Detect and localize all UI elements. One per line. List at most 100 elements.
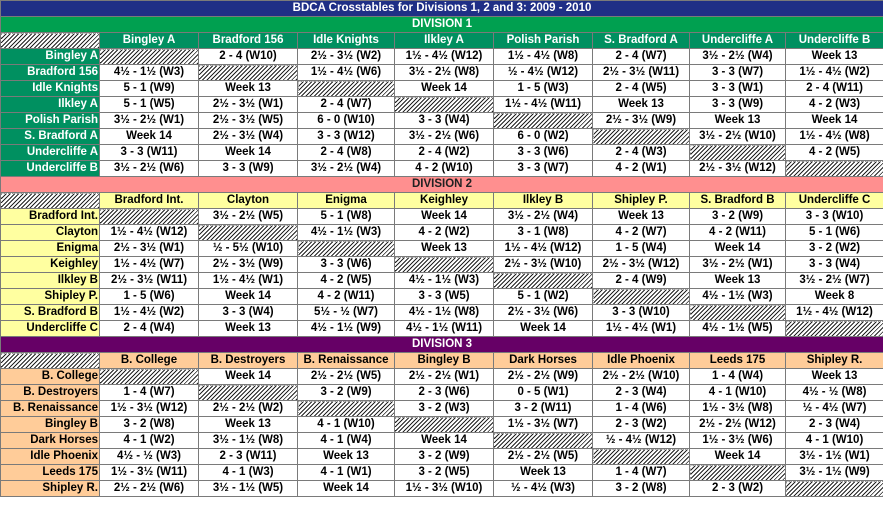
column-header: Dark Horses	[493, 352, 593, 369]
self-match-cell	[493, 432, 593, 449]
result-cell: 4 - 2 (W11)	[297, 288, 395, 305]
row-header: Bingley A	[0, 48, 100, 65]
result-cell: Week 14	[394, 80, 494, 97]
result-cell: 2 - 3 (W4)	[592, 384, 690, 401]
result-cell: 2½ - 3½ (W11)	[592, 64, 690, 81]
result-cell: Week 13	[198, 416, 298, 433]
result-cell: 1½ - 4½ (W12)	[99, 224, 199, 241]
column-header: Bradford 156	[198, 32, 298, 49]
result-cell: 3 - 2 (W9)	[394, 448, 494, 465]
self-match-cell	[689, 144, 786, 161]
result-cell: 4 - 2 (W11)	[689, 224, 786, 241]
result-cell: 1 - 5 (W6)	[99, 288, 199, 305]
result-cell: 6 - 0 (W2)	[493, 128, 593, 145]
self-match-cell	[784, 160, 883, 177]
result-cell: Week 13	[689, 112, 786, 129]
corner-cell	[0, 192, 100, 209]
table-row: Undercliffe B 3½ - 2½ (W6) 3 - 3 (W9) 3½ - …	[0, 160, 883, 177]
column-header: Clayton	[198, 192, 298, 209]
self-match-cell	[198, 224, 298, 241]
result-cell: 1½ - 4½ (W12)	[493, 240, 593, 257]
result-cell: 3 - 2 (W9)	[297, 384, 395, 401]
column-header: Idle Phoenix	[592, 352, 690, 369]
self-match-cell	[689, 464, 786, 481]
division-header: DIVISION 3	[0, 336, 883, 353]
result-cell: 2 - 4 (W9)	[592, 272, 690, 289]
result-cell: 3 - 3 (W9)	[689, 96, 786, 113]
self-match-cell	[592, 128, 690, 145]
result-cell: ½ - 4½ (W12)	[592, 432, 690, 449]
column-header: Leeds 175	[689, 352, 786, 369]
result-cell: 4½ - 1½ (W3)	[99, 64, 199, 81]
result-cell: 5½ - ½ (W7)	[297, 304, 395, 321]
result-cell: Week 13	[784, 368, 883, 385]
result-cell: Week 14	[198, 368, 298, 385]
result-cell: Week 14	[198, 288, 298, 305]
result-cell: 5 - 1 (W5)	[99, 96, 199, 113]
result-cell: 3 - 2 (W11)	[493, 400, 593, 417]
result-cell: 4 - 2 (W7)	[592, 224, 690, 241]
result-cell: 1 - 5 (W3)	[493, 80, 593, 97]
self-match-cell	[394, 96, 494, 113]
result-cell: 3 - 3 (W6)	[297, 256, 395, 273]
result-cell: 2 - 3 (W2)	[689, 480, 786, 497]
result-cell: 1½ - 4½ (W2)	[784, 64, 883, 81]
result-cell: 1½ - 4½ (W12)	[784, 304, 883, 321]
result-cell: 1½ - 4½ (W2)	[99, 304, 199, 321]
row-header: Keighley	[0, 256, 100, 273]
self-match-cell	[198, 64, 298, 81]
result-cell: 2½ - 2½ (W5)	[297, 368, 395, 385]
result-cell: 4 - 1 (W10)	[689, 384, 786, 401]
corner-cell	[0, 352, 100, 369]
result-cell: 3½ - 1½ (W5)	[198, 480, 298, 497]
row-header: B. Renaissance	[0, 400, 100, 417]
result-cell: 3 - 3 (W4)	[394, 112, 494, 129]
result-cell: 3½ - 2½ (W6)	[394, 128, 494, 145]
result-cell: 1 - 4 (W7)	[592, 464, 690, 481]
result-cell: 1½ - 4½ (W8)	[493, 48, 593, 65]
result-cell: 3 - 3 (W10)	[784, 208, 883, 225]
result-cell: Week 14	[493, 320, 593, 337]
table-row: Polish Parish 3½ - 2½ (W1) 2½ - 3½ (W5) 6 -…	[0, 112, 883, 129]
column-header: Keighley	[394, 192, 494, 209]
result-cell: 3½ - 2½ (W5)	[198, 208, 298, 225]
result-cell: 1 - 4 (W4)	[689, 368, 786, 385]
result-cell: 3 - 2 (W2)	[784, 240, 883, 257]
result-cell: 2 - 3 (W6)	[394, 384, 494, 401]
division-header: DIVISION 2	[0, 176, 883, 193]
row-header: B. Destroyers	[0, 384, 100, 401]
row-header: Shipley P.	[0, 288, 100, 305]
self-match-cell	[99, 208, 199, 225]
row-header: Idle Knights	[0, 80, 100, 97]
result-cell: ½ - 5½ (W10)	[198, 240, 298, 257]
table-row: Dark Horses 4 - 1 (W2) 3½ - 1½ (W8) 4 - 1 (…	[0, 432, 883, 449]
result-cell: 0 - 5 (W1)	[493, 384, 593, 401]
row-header: Dark Horses	[0, 432, 100, 449]
result-cell: 3½ - 2½ (W4)	[493, 208, 593, 225]
self-match-cell	[99, 48, 199, 65]
result-cell: 2½ - 3½ (W9)	[592, 112, 690, 129]
column-header: Bradford Int.	[99, 192, 199, 209]
result-cell: 1 - 4 (W7)	[99, 384, 199, 401]
result-cell: 3½ - 2½ (W7)	[784, 272, 883, 289]
result-cell: 1½ - 3½ (W6)	[689, 432, 786, 449]
result-cell: ½ - 4½ (W7)	[784, 400, 883, 417]
result-cell: 2½ - 2½ (W5)	[493, 448, 593, 465]
row-header: S. Bradford A	[0, 128, 100, 145]
result-cell: 4½ - 1½ (W3)	[394, 272, 494, 289]
row-header: Ilkley B	[0, 272, 100, 289]
column-header: Polish Parish	[493, 32, 593, 49]
result-cell: 1 - 4 (W6)	[592, 400, 690, 417]
result-cell: 4 - 1 (W10)	[784, 432, 883, 449]
column-header: Undercliffe A	[689, 32, 786, 49]
result-cell: 3½ - 2½ (W1)	[689, 256, 786, 273]
result-cell: 2 - 4 (W8)	[297, 144, 395, 161]
table-row: Clayton 1½ - 4½ (W12) 4½ - 1½ (W3) 4 - 2 (W…	[0, 224, 883, 241]
result-cell: 4 - 2 (W1)	[592, 160, 690, 177]
result-cell: 2½ - 2½ (W2)	[198, 400, 298, 417]
table-row: Idle Phoenix 4½ - ½ (W3) 2 - 3 (W11) Week 1…	[0, 448, 883, 465]
self-match-cell	[297, 400, 395, 417]
